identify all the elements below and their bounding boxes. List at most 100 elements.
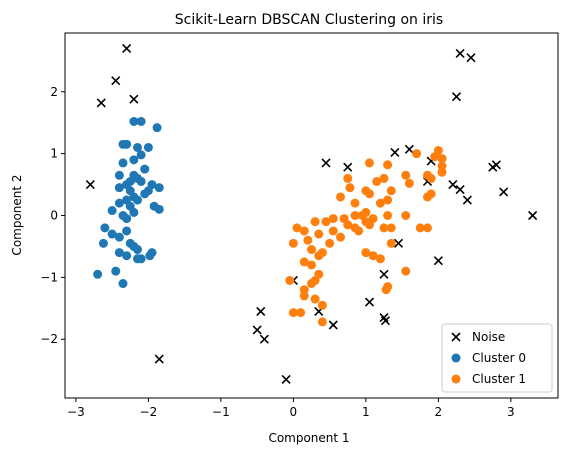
cluster-0-point: [133, 195, 142, 205]
cluster-1-point: [379, 173, 389, 183]
cluster-1-point: [350, 198, 360, 208]
cluster-0-point: [98, 238, 108, 248]
cluster-1-point: [336, 232, 345, 242]
cluster-1-point: [299, 257, 309, 267]
legend-label-noise: Noise: [472, 330, 505, 344]
cluster-1-point: [307, 279, 316, 289]
y-tick-label: −2: [40, 332, 58, 346]
x-tick-label: −1: [212, 405, 230, 419]
cluster-0-point: [125, 176, 135, 186]
cluster-0-point: [122, 251, 132, 261]
noise-point: [528, 210, 538, 221]
noise-point: [321, 158, 331, 168]
cluster-1-point: [365, 220, 374, 230]
legend: Noise Cluster 0 Cluster 1: [441, 323, 553, 393]
cluster-0-point: [107, 206, 117, 216]
noise-point: [259, 334, 269, 344]
cluster-0-point: [136, 116, 146, 126]
noise-point: [451, 92, 462, 102]
cluster-1-point: [345, 183, 355, 193]
noise-point: [466, 53, 476, 63]
cluster-1-point: [350, 211, 360, 220]
cluster-1-point: [288, 238, 298, 248]
cluster-1-point: [401, 170, 411, 180]
cluster-1-point: [314, 229, 324, 239]
noise-point: [111, 76, 121, 86]
cluster-0-point: [114, 170, 124, 180]
noise-point: [448, 180, 458, 190]
cluster-1-point: [383, 211, 393, 220]
x-tick-label: 1: [362, 405, 370, 419]
noise-point: [390, 147, 400, 157]
cluster-1-point: [310, 294, 320, 304]
cluster-0-point: [133, 254, 142, 264]
noise-point: [393, 238, 404, 248]
noise-point: [252, 325, 262, 335]
cluster-0-point: [129, 155, 139, 165]
y-tick-label: 1: [50, 147, 58, 161]
noise-point: [96, 98, 106, 108]
cluster-1-point: [386, 223, 396, 233]
x-tick-label: 0: [290, 405, 298, 419]
cluster-1-point: [401, 211, 411, 220]
cluster-0-point: [118, 279, 128, 289]
cluster-1-point: [404, 178, 414, 188]
x-tick-label: −2: [140, 405, 158, 419]
cluster-0-point: [111, 266, 121, 276]
cluster-0-point: [154, 183, 164, 193]
x-tick-label: −3: [67, 405, 85, 419]
noise-point: [462, 195, 472, 205]
cluster-1-point: [307, 260, 316, 270]
cluster-1-point: [372, 176, 382, 186]
cluster-0-point: [136, 150, 146, 160]
cluster-1-point: [386, 186, 396, 196]
x-tick-label: 2: [435, 405, 443, 419]
noise-point: [499, 187, 509, 197]
y-axis-label: Component 2: [10, 174, 24, 255]
cluster-1-point: [437, 154, 447, 164]
cluster-1-point: [415, 223, 425, 233]
legend-box: [441, 323, 553, 393]
cluster-0-point: [133, 245, 142, 255]
cluster-1-point: [317, 300, 327, 310]
cluster-0-point: [114, 232, 124, 242]
legend-marker-cluster-0: [451, 353, 461, 363]
cluster-1-point: [317, 317, 327, 327]
data-points: [85, 43, 538, 385]
cluster-0-point: [114, 248, 124, 258]
cluster-0-point: [143, 142, 153, 152]
cluster-1-point: [292, 223, 302, 233]
y-axis: −2 −1 0 1 2: [40, 85, 65, 346]
cluster-0-point: [140, 189, 150, 199]
cluster-0-point: [129, 207, 139, 217]
noise-point: [380, 316, 391, 326]
cluster-1-point: [354, 226, 364, 236]
cluster-0-point: [114, 183, 124, 193]
cluster-0-point: [136, 176, 146, 186]
x-tick-label: 3: [507, 405, 515, 419]
cluster-1-point: [365, 158, 374, 168]
cluster-0-point: [122, 214, 132, 224]
y-tick-label: −1: [40, 270, 58, 284]
cluster-1-point: [321, 217, 331, 227]
noise-point: [122, 43, 132, 54]
cluster-0-point: [152, 123, 162, 133]
noise-point: [491, 160, 501, 170]
cluster-0-point: [93, 269, 103, 279]
y-tick-label: 0: [50, 209, 58, 223]
cluster-0-point: [140, 164, 150, 174]
cluster-1-point: [336, 192, 345, 202]
noise-point: [281, 374, 291, 385]
cluster-1-point: [430, 152, 440, 162]
noise-point: [129, 94, 139, 104]
cluster-0-point: [154, 204, 164, 214]
cluster-1-point: [343, 173, 353, 183]
legend-marker-noise: [451, 332, 461, 342]
x-axis: −3 −2 −1 0 1 2 3: [67, 398, 515, 419]
noise-point: [364, 297, 375, 307]
noise-point: [154, 354, 164, 364]
cluster-1-point: [379, 223, 389, 233]
cluster-1-point: [412, 149, 422, 159]
cluster-1-point: [383, 195, 393, 205]
